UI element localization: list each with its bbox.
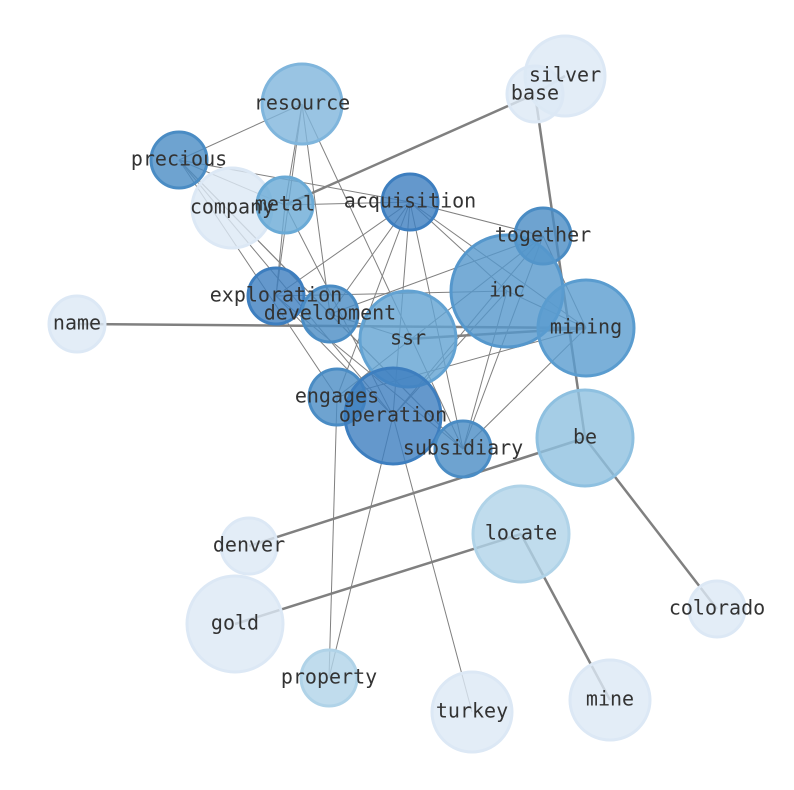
node-acquisition xyxy=(380,172,440,232)
edge-acquisition-engages xyxy=(336,201,411,398)
node-name xyxy=(47,294,107,354)
edge-operation-turkey xyxy=(392,415,473,713)
node-mining xyxy=(536,278,636,378)
node-label-precious: precious xyxy=(131,147,227,171)
edge-base-be xyxy=(533,93,587,439)
node-label-development: development xyxy=(264,301,396,325)
node-label-resource: resource xyxy=(254,91,350,115)
node-label-acquisition: acquisition xyxy=(344,189,476,213)
edge-base-metal xyxy=(284,92,536,207)
node-label-colorado: colorado xyxy=(669,596,765,620)
node-property xyxy=(299,648,359,708)
node-label-subsidiary: subsidiary xyxy=(403,436,523,460)
node-locate xyxy=(471,484,571,584)
node-label-mine: mine xyxy=(586,687,634,711)
node-label-operation: operation xyxy=(339,403,447,427)
node-exploration xyxy=(246,266,306,326)
node-metal xyxy=(255,175,315,235)
node-mine xyxy=(568,658,652,742)
node-label-gold: gold xyxy=(211,611,259,635)
node-label-base: base xyxy=(511,81,559,105)
node-label-property: property xyxy=(281,665,377,689)
node-label-ssr: ssr xyxy=(390,326,426,350)
node-be xyxy=(535,388,635,488)
node-label-turkey: turkey xyxy=(436,699,508,723)
node-label-mining: mining xyxy=(550,315,622,339)
node-subsidiary xyxy=(433,419,493,479)
node-colorado xyxy=(687,579,747,639)
node-denver xyxy=(219,516,279,576)
node-label-inc: inc xyxy=(489,278,525,302)
node-label-metal: metal xyxy=(255,192,315,216)
node-turkey xyxy=(430,670,514,754)
node-label-engages: engages xyxy=(295,384,379,408)
node-label-denver: denver xyxy=(213,533,285,557)
node-label-locate: locate xyxy=(485,521,557,545)
node-development xyxy=(300,284,360,344)
node-operation xyxy=(343,366,443,466)
node-resource xyxy=(260,62,344,146)
edge-engages-property xyxy=(328,396,338,679)
node-label-be: be xyxy=(573,425,597,449)
edge-gold-locate xyxy=(234,532,522,626)
node-label-company: company xyxy=(190,195,274,219)
node-precious xyxy=(149,130,209,190)
node-label-exploration: exploration xyxy=(210,283,342,307)
node-gold xyxy=(185,574,285,674)
nodes-layer xyxy=(47,34,747,754)
node-label-together: together xyxy=(495,223,591,247)
edge-denver-be xyxy=(248,436,586,548)
node-label-name: name xyxy=(53,311,101,335)
node-label-silver: silver xyxy=(529,63,601,87)
node-base xyxy=(505,64,565,124)
